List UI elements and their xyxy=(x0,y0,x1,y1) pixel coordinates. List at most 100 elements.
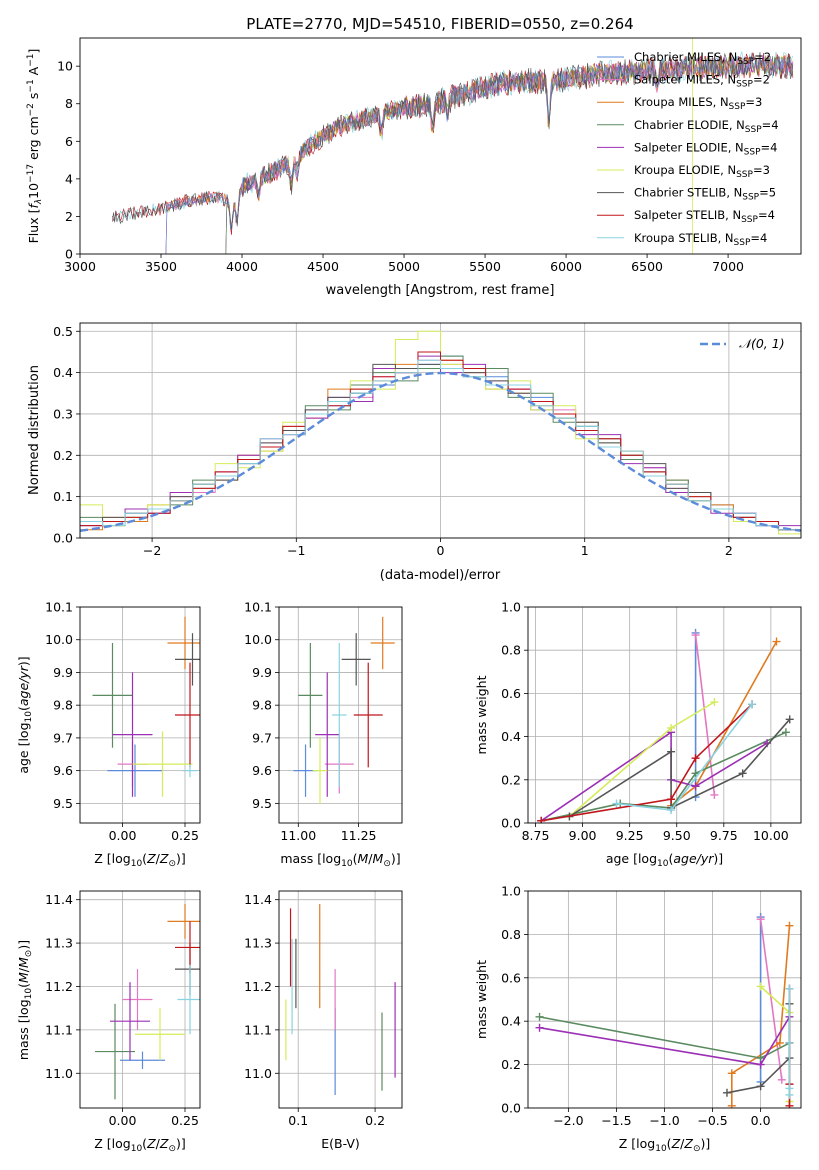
plot-area xyxy=(279,607,402,823)
label-part: age [log xyxy=(16,722,31,773)
label-part: 10 xyxy=(24,711,34,723)
label-part: mass [log xyxy=(280,851,341,866)
weight-line xyxy=(759,919,783,1080)
label-part: Z [log xyxy=(94,1136,130,1151)
label-part: 10 xyxy=(26,183,41,199)
x-tick-label: −1.0 xyxy=(649,1113,679,1128)
errorbar-kroupa-miles xyxy=(167,616,200,670)
plot-area xyxy=(80,323,801,538)
label-part: 10 xyxy=(131,1144,143,1154)
weight-marker xyxy=(738,769,747,778)
label-part: SSP xyxy=(729,102,746,112)
errorbar-chabrier-stelib xyxy=(175,633,200,686)
y-tick-label: 10.0 xyxy=(244,632,272,647)
y-tick-label: 0.8 xyxy=(501,643,521,658)
errorbar-chabrier-elodie xyxy=(95,1003,135,1100)
y-tick-label: 0.2 xyxy=(501,772,521,787)
y-tick-label: 6 xyxy=(65,134,73,149)
axes-frame xyxy=(79,606,201,824)
label-part: ⊙ xyxy=(383,859,391,869)
y-tick-label: 0.6 xyxy=(501,686,521,701)
x-axis-label: Z [log10(Z/Z⊙)] xyxy=(94,1136,186,1154)
weight-marker xyxy=(667,795,676,804)
y-tick-label: 9.5 xyxy=(252,796,272,811)
label-part: 10 xyxy=(24,988,34,1000)
errorbar-kroupa-miles xyxy=(167,904,200,939)
weight-marker xyxy=(748,700,757,709)
label-part: −1 xyxy=(26,53,36,66)
weight-series-chabrier-stelib xyxy=(565,715,794,821)
y-tick-label: 10 xyxy=(57,59,73,74)
label-part: Z xyxy=(683,1136,693,1151)
label-part: Salpeter STELIB, N xyxy=(634,208,741,222)
label-part: =4 xyxy=(761,140,778,154)
label-part: =2 xyxy=(754,50,771,64)
axes-frame xyxy=(79,322,802,539)
label-part: ] xyxy=(26,49,41,54)
x-tick-label: −0.5 xyxy=(697,1113,727,1128)
x-tick-label: 4500 xyxy=(307,259,339,274)
label-part: age [log xyxy=(606,851,657,866)
plot-area xyxy=(528,891,801,1108)
legend-label: Chabrier MILES, NSSP=2 xyxy=(634,50,771,67)
label-part: / xyxy=(16,967,31,972)
x-tick-label: 3500 xyxy=(145,259,177,274)
y-tick-label: 4 xyxy=(65,171,73,186)
weight-line xyxy=(731,925,791,1106)
x-tick-label: 5500 xyxy=(469,259,501,274)
label-part: =4 xyxy=(762,118,779,132)
errorbar-chabrier-miles xyxy=(120,1051,165,1069)
x-tick-label: 0.25 xyxy=(171,1113,199,1128)
y-tick-label: 11.4 xyxy=(45,892,73,907)
weight-series-kroupa-stelib xyxy=(612,700,757,815)
axes-frame xyxy=(278,890,403,1109)
label-part: M xyxy=(16,972,31,983)
weight-marker xyxy=(756,1060,765,1069)
y-tick-label: 10.1 xyxy=(244,600,272,615)
label-part: age/yr xyxy=(16,665,31,706)
x-tick-label: 1 xyxy=(581,543,589,558)
label-part: ( xyxy=(16,983,31,988)
label-part: ( xyxy=(353,851,358,866)
label-part: SSP xyxy=(736,170,753,180)
axes-frame xyxy=(527,890,802,1109)
legend-label: 𝒩(0, 1) xyxy=(739,336,785,351)
x-axis-label: wavelength [Angstrom, rest frame] xyxy=(326,283,555,298)
y-tick-label: 9.7 xyxy=(252,730,272,745)
label-part: )] xyxy=(16,940,31,950)
label-part: ( xyxy=(668,851,673,866)
x-tick-label: 2 xyxy=(725,543,733,558)
errorbar-chabrier-miles xyxy=(107,744,163,797)
y-tick-label: 11.0 xyxy=(244,1066,272,1081)
label-part: Chabrier MILES, N xyxy=(634,50,737,64)
x-tick-label: 9.75 xyxy=(710,828,738,843)
weight-marker xyxy=(612,799,621,808)
errorbar-salpeter-elodie xyxy=(110,982,150,1061)
weight-marker xyxy=(756,915,765,924)
histogram-kroupa-stelib xyxy=(80,359,801,538)
errorbar-kroupa-stelib xyxy=(332,643,347,787)
y-tick-label: 0.0 xyxy=(501,1101,521,1116)
x-tick-label: 0.2 xyxy=(365,1113,385,1128)
gaussian-curve xyxy=(80,371,801,532)
y-tick-label: 8 xyxy=(65,96,73,111)
label-part: ( xyxy=(16,706,31,711)
x-tick-label: 6500 xyxy=(631,259,663,274)
y-axis-label: mass weight xyxy=(474,960,489,1039)
x-tick-label: 0.0 xyxy=(751,1113,771,1128)
label-part: )] xyxy=(713,851,723,866)
y-tick-label: 0.8 xyxy=(501,927,521,942)
panel-spectrum: 3000 3500 4000 4500 5000 5500 6000 6500 7000 0 2 4 6… xyxy=(26,37,802,298)
weight-line xyxy=(541,703,753,822)
label-part: Z [log xyxy=(619,1136,655,1151)
plot-area xyxy=(528,607,801,823)
label-part: Z xyxy=(671,1136,681,1151)
y-axis-label: Normed distribution xyxy=(27,365,42,495)
y-tick-label: 9.8 xyxy=(53,698,73,713)
y-tick-label: 10.1 xyxy=(45,600,73,615)
weight-marker xyxy=(772,637,781,646)
x-tick-label: 8.75 xyxy=(522,828,550,843)
y-tick-label: 1.0 xyxy=(501,600,521,615)
label-part: −17 xyxy=(26,164,36,183)
